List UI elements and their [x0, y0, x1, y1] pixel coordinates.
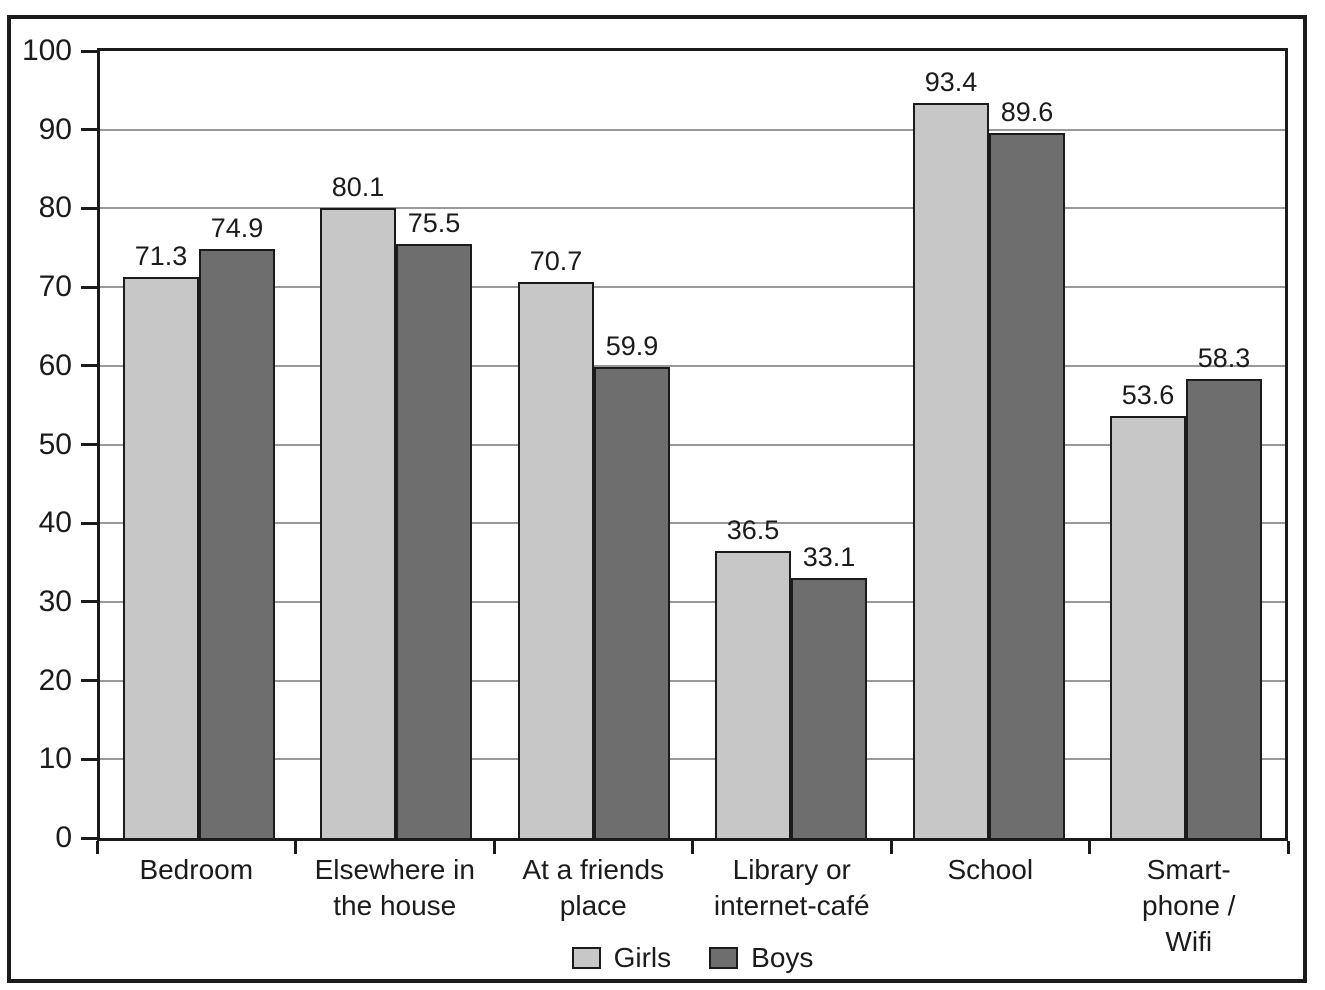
bar-girls-5	[1110, 416, 1186, 838]
bar-value-label: 70.7	[529, 246, 583, 276]
bar-value-label: 33.1	[802, 542, 856, 572]
gridline	[100, 286, 1285, 289]
x-axis-category-label: Smart-phone / Wifi	[1142, 854, 1236, 957]
legend-swatch-girls	[571, 947, 601, 969]
gridline	[100, 679, 1285, 682]
bar-boys-2	[594, 367, 670, 838]
bar-boys-0	[199, 249, 275, 838]
bar-girls-3	[715, 551, 791, 838]
y-axis-tick-label: 60	[38, 348, 72, 382]
gridline	[100, 522, 1285, 525]
y-axis-tick-label: 0	[55, 821, 72, 854]
x-axis-category-label: School	[947, 854, 1034, 885]
bar-value-label: 36.5	[726, 515, 780, 545]
bar-girls-0	[123, 277, 199, 838]
x-axis-tick	[294, 841, 297, 854]
bar-girls-2	[518, 282, 594, 838]
x-axis-tick	[691, 841, 694, 854]
legend-label: Boys	[751, 942, 814, 973]
y-axis-tick-label: 30	[38, 584, 72, 618]
y-axis-tick-label: 50	[38, 427, 72, 461]
y-axis-tick-label: 70	[38, 270, 72, 304]
gridline	[100, 128, 1285, 131]
bar-boys-3	[791, 578, 867, 838]
gridline	[100, 600, 1285, 603]
y-axis-tick	[81, 285, 97, 289]
x-axis-tick	[889, 841, 893, 854]
y-axis-tick-label: 40	[38, 506, 72, 540]
y-axis-tick	[81, 443, 97, 446]
gridline	[100, 443, 1285, 446]
bar-value-label: 74.9	[210, 213, 264, 243]
bar-boys-4	[989, 133, 1065, 838]
x-axis-tick	[95, 841, 99, 854]
gridline	[100, 758, 1285, 761]
bar-value-label: 93.4	[924, 67, 978, 97]
y-axis-tick	[81, 836, 97, 840]
y-axis-tick	[81, 757, 97, 761]
y-axis-tick	[81, 128, 97, 132]
y-axis-tick	[81, 600, 97, 604]
y-axis-tick	[81, 679, 97, 683]
bar-value-label: 59.9	[605, 331, 659, 361]
legend-item-boys: Boys	[709, 944, 813, 972]
x-axis-category-label: Bedroom	[139, 854, 254, 885]
x-axis-tick	[492, 841, 496, 854]
bar-value-label: 80.1	[331, 172, 385, 202]
y-axis-tick-label: 80	[38, 191, 72, 225]
legend-item-girls: Girls	[571, 942, 672, 973]
y-axis-tick-label: 90	[38, 112, 72, 146]
bar-value-label: 75.5	[407, 208, 461, 238]
bar-value-label: 53.6	[1121, 380, 1175, 410]
x-axis-category-label: Library or internet-café	[713, 854, 870, 921]
y-axis-tick	[81, 364, 97, 368]
gridline	[100, 364, 1285, 367]
y-axis-tick-label: 100	[21, 34, 72, 67]
y-axis-tick-label: 10	[38, 742, 72, 776]
legend-swatch-boys	[709, 947, 739, 969]
bar-girls-4	[913, 103, 989, 838]
y-axis-tick	[81, 206, 97, 210]
gridline	[100, 207, 1285, 210]
plot-area: 71.3 74.9 80.1 75.5 70.7 59.9 36.5 33.1 93.4 89.6…	[97, 48, 1288, 841]
bar-value-label: 58.3	[1197, 343, 1251, 373]
bar-boys-1	[396, 244, 472, 838]
y-axis-tick	[81, 49, 97, 53]
bar-value-label: 89.6	[1000, 97, 1054, 127]
bar-girls-1	[320, 208, 396, 838]
y-axis-tick-label: 20	[38, 663, 72, 697]
x-axis-category-label: Elsewhere in the house	[314, 854, 475, 921]
legend: Girls Boys	[97, 940, 1288, 976]
x-axis-tick	[1286, 841, 1290, 854]
bar-boys-5	[1186, 379, 1262, 838]
x-axis-category-label: At a friends place	[522, 854, 665, 921]
legend-label: Girls	[613, 942, 672, 973]
x-axis-tick	[1088, 841, 1091, 854]
bar-value-label: 71.3	[134, 241, 188, 271]
y-axis-tick	[81, 521, 97, 525]
